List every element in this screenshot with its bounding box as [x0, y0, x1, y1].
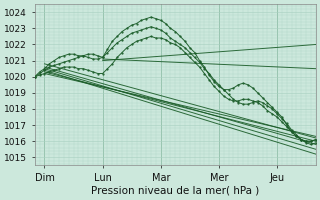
X-axis label: Pression niveau de la mer( hPa ): Pression niveau de la mer( hPa ): [91, 186, 260, 196]
